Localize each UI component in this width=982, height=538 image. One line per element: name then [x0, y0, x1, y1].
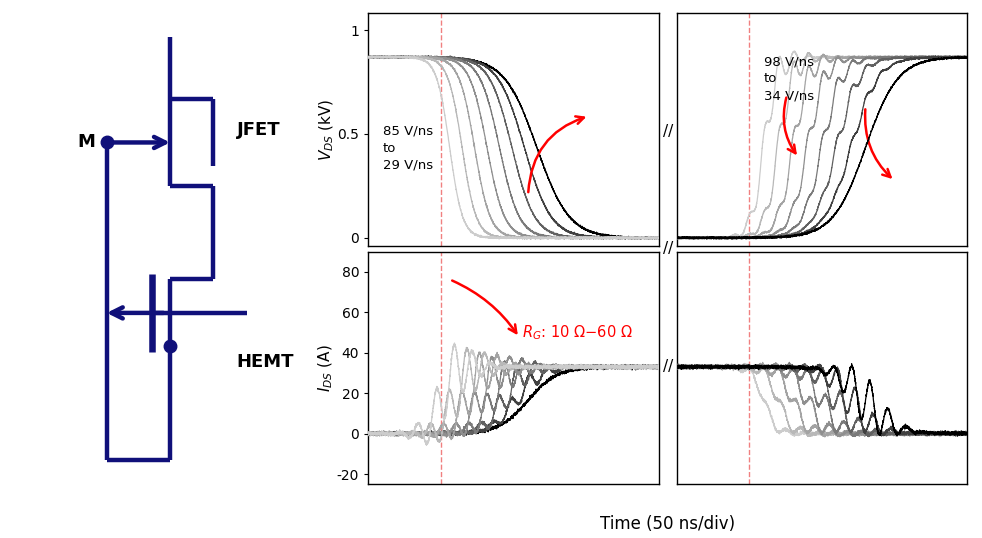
- Text: JFET: JFET: [237, 121, 281, 139]
- Text: //: //: [663, 124, 673, 139]
- Text: M: M: [77, 133, 95, 152]
- Text: Time (50 ns/div): Time (50 ns/div): [600, 515, 736, 533]
- Text: //: //: [663, 359, 673, 374]
- Text: HEMT: HEMT: [237, 353, 295, 371]
- Text: 85 V/ns
to
29 V/ns: 85 V/ns to 29 V/ns: [383, 125, 433, 172]
- Y-axis label: $V_{DS}$ (kV): $V_{DS}$ (kV): [317, 98, 336, 161]
- Text: $R_G$: 10 Ω−60 Ω: $R_G$: 10 Ω−60 Ω: [522, 323, 632, 342]
- Text: 98 V/ns
to
34 V/ns: 98 V/ns to 34 V/ns: [764, 55, 814, 102]
- Text: //: //: [663, 242, 673, 256]
- Y-axis label: $I_{DS}$ (A): $I_{DS}$ (A): [317, 344, 336, 392]
